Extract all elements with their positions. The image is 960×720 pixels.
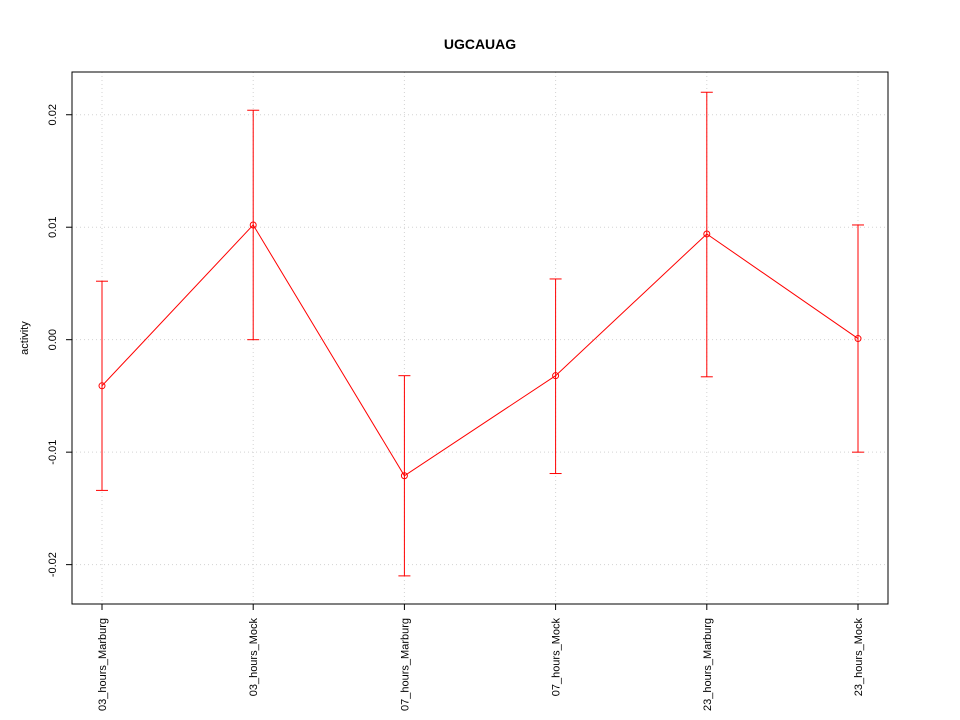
- x-tick-label: 23_hours_Mock: [853, 618, 865, 697]
- x-tick-label: 03_hours_Mock: [248, 618, 260, 697]
- plot-frame: [71, 71, 889, 605]
- data-point: [854, 335, 862, 343]
- x-tick-label: 03_hours_Marburg: [97, 618, 109, 711]
- data-point: [552, 372, 560, 380]
- y-axis-label: activity: [19, 321, 31, 355]
- data-point: [249, 221, 257, 229]
- y-tick-label: 0.01: [47, 217, 59, 238]
- x-tick-label: 07_hours_Mock: [551, 618, 563, 697]
- chart-title: UGCAUAG: [444, 36, 516, 52]
- y-tick-label: 0.00: [47, 329, 59, 350]
- data-point: [703, 230, 711, 238]
- x-tick-label: 23_hours_Marburg: [702, 618, 714, 711]
- y-axis: -0.02 -0.01 0.00 0.01 0.02: [47, 104, 72, 577]
- y-tick-label: -0.01: [47, 440, 59, 465]
- data-point: [98, 382, 106, 390]
- grid: [72, 72, 888, 604]
- series-line: [101, 224, 859, 477]
- data-point: [400, 472, 408, 480]
- x-axis: 03_hours_Marburg 03_hours_Mock 07_hours_Ma…: [97, 604, 865, 711]
- x-tick-label: 07_hours_Marburg: [399, 618, 411, 711]
- series: [96, 91, 864, 577]
- y-tick-label: -0.02: [47, 552, 59, 577]
- y-tick-label: 0.02: [47, 104, 59, 125]
